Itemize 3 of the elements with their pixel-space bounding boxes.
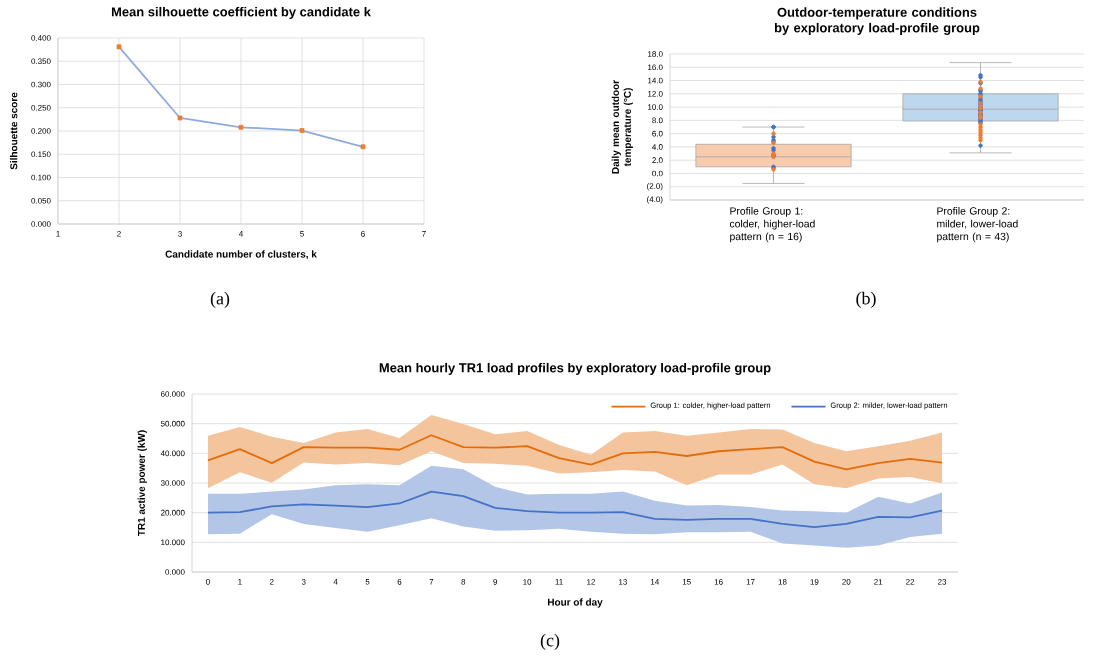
text: (c): [540, 633, 560, 651]
text: (b): [856, 291, 876, 309]
text: (a): [210, 291, 230, 309]
